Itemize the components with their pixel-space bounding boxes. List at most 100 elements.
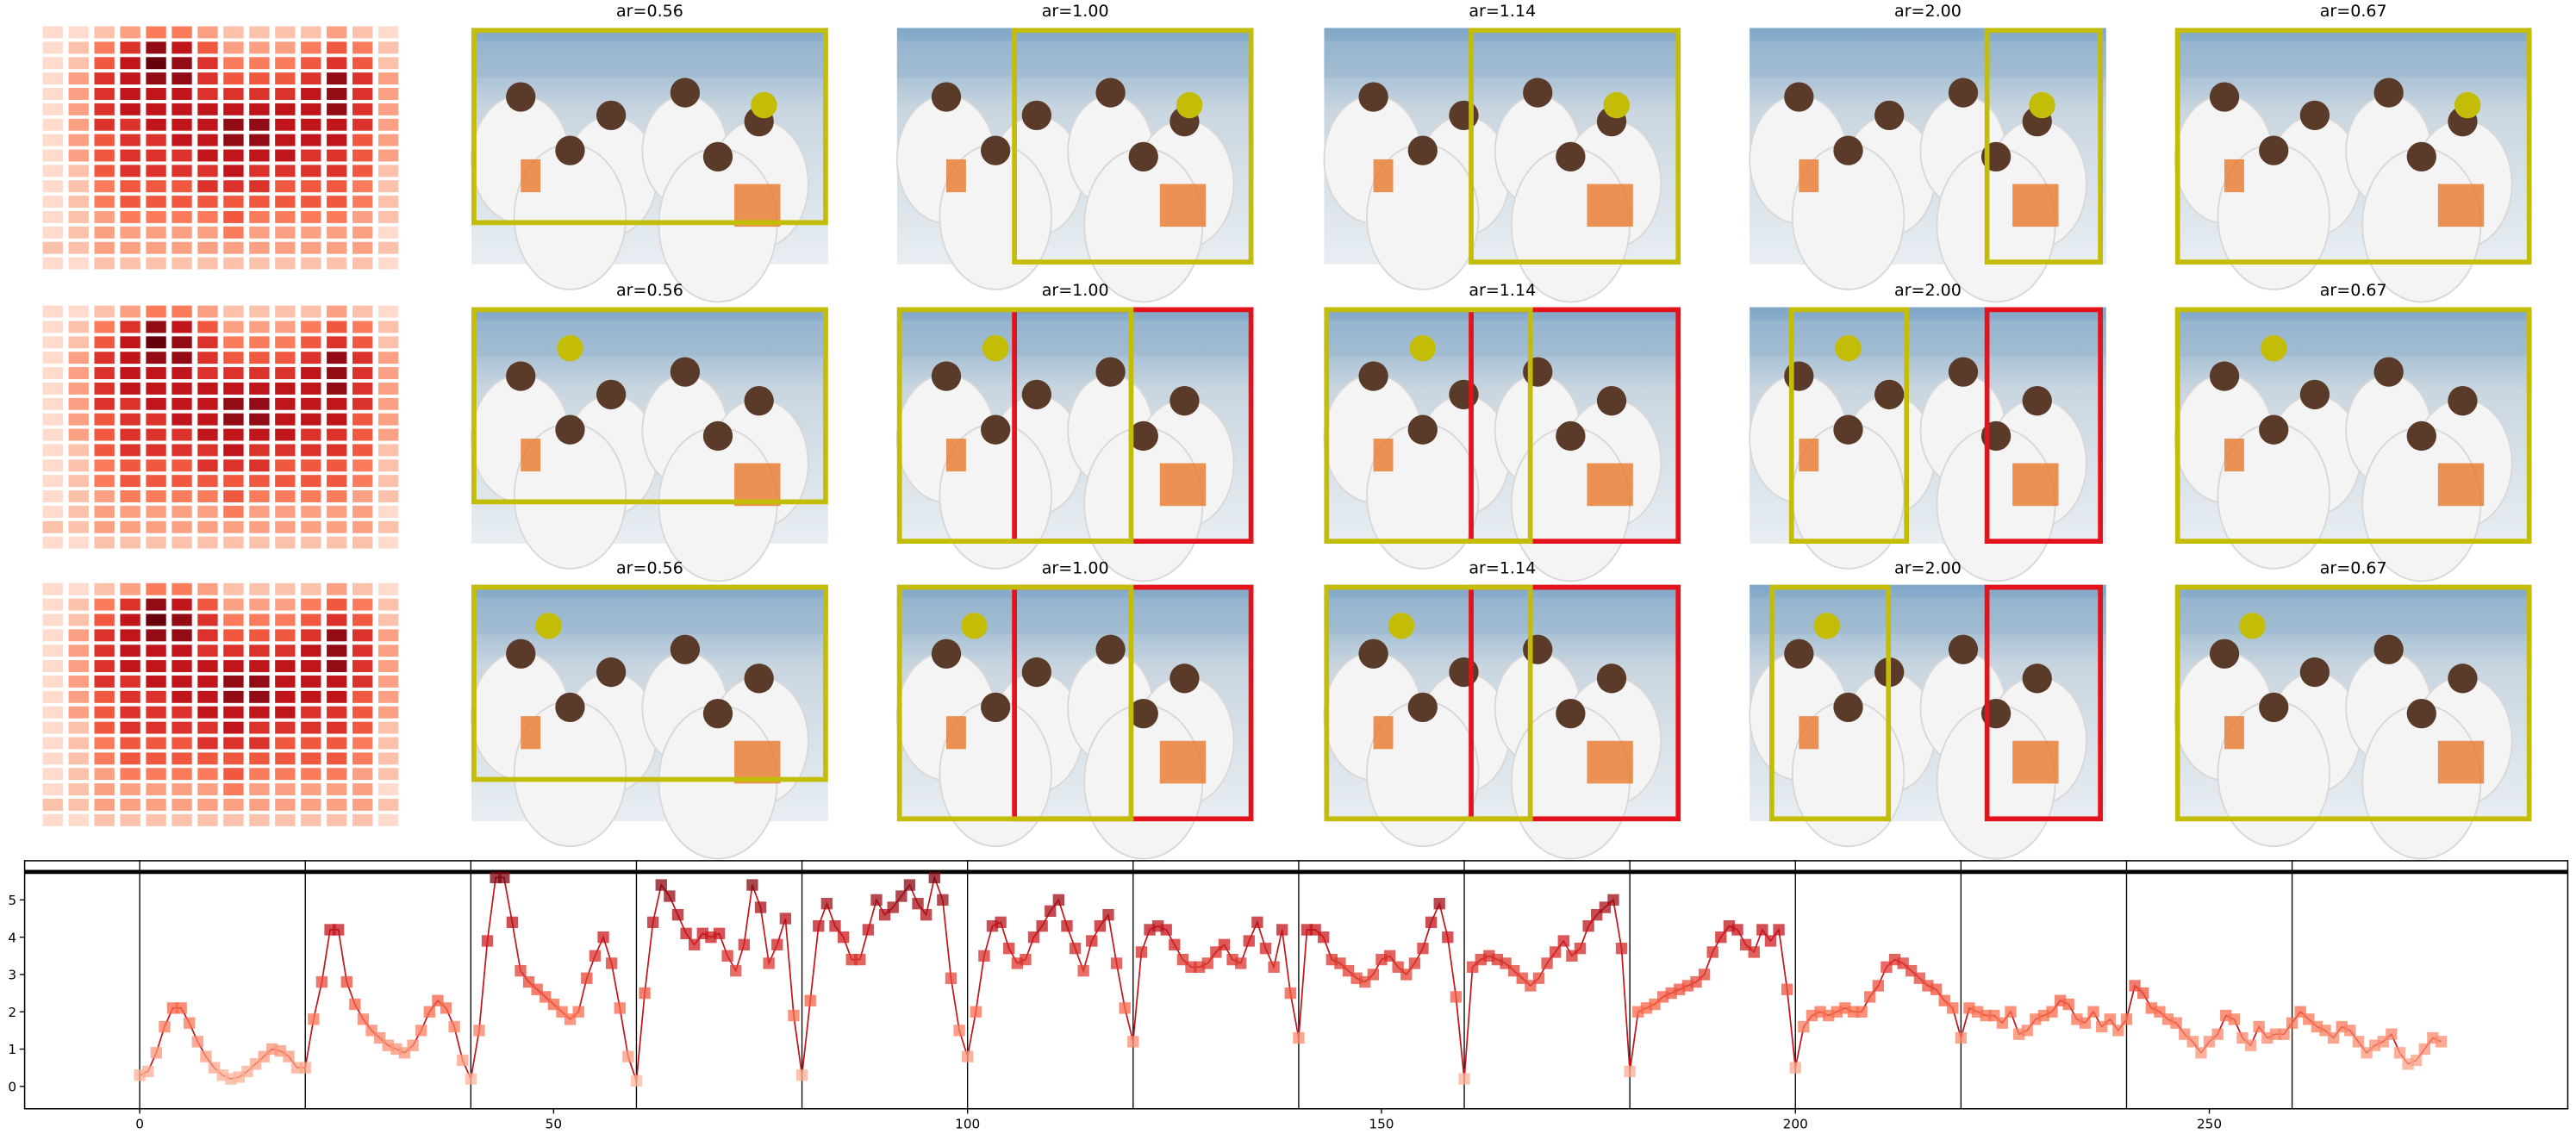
- heatmap-cell: [146, 118, 166, 131]
- player-head: [2209, 639, 2240, 669]
- photo: [1749, 584, 2106, 860]
- heatmap-cell: [352, 737, 373, 750]
- heatmap-cell: [377, 88, 399, 100]
- heatmap-cell: [68, 103, 89, 115]
- heatmap-cell: [327, 459, 347, 472]
- y-tick-label: 5: [8, 893, 16, 908]
- data-marker: [804, 994, 816, 1006]
- heatmap-cell: [327, 706, 347, 719]
- player-head: [2448, 663, 2478, 694]
- yellow-box: [1769, 584, 1892, 822]
- player-head: [931, 361, 962, 391]
- heatmap-cell: [146, 428, 166, 441]
- heatmap-cell: [352, 241, 373, 254]
- heatmap-cell: [327, 582, 347, 595]
- heatmap-cell: [42, 88, 63, 100]
- heatmap-cell: [172, 257, 192, 270]
- heatmap-cell: [327, 336, 347, 349]
- heatmap-cell: [146, 241, 166, 254]
- heatmap-cell: [223, 413, 244, 426]
- player-head: [1358, 82, 1388, 112]
- heatmap-cell: [352, 490, 373, 502]
- heatmap-cell: [172, 134, 192, 146]
- heatmap-cell: [377, 196, 399, 209]
- heatmap-cell: [42, 210, 63, 223]
- heatmap-cell: [172, 26, 192, 39]
- heatmap-cell: [249, 165, 270, 178]
- heatmap-cell: [197, 103, 218, 115]
- stands: [1750, 40, 2106, 78]
- heatmap-cell: [352, 614, 373, 626]
- heatmap-cell: [68, 134, 89, 146]
- heatmap-cell: [146, 149, 166, 162]
- heatmap-cell: [197, 118, 218, 131]
- heatmap-cell: [94, 768, 115, 781]
- heatmap-cell: [172, 88, 192, 100]
- heatmap-cell: [197, 783, 218, 796]
- heatmap-cell: [301, 752, 321, 765]
- heatmap-cell: [68, 413, 89, 426]
- heatmap-cell: [223, 798, 244, 811]
- heatmap-cell: [327, 721, 347, 734]
- data-marker: [1607, 894, 1619, 906]
- data-marker: [465, 1073, 477, 1085]
- heatmap-cell: [68, 88, 89, 100]
- heatmap-cell: [223, 72, 244, 85]
- heatmap-cell: [327, 490, 347, 502]
- data-marker: [506, 916, 519, 928]
- data-marker: [349, 998, 361, 1011]
- heatmap-cell: [197, 582, 218, 595]
- data-marker: [622, 1050, 634, 1062]
- heatmap-cell: [146, 72, 166, 85]
- anchor-dot: [1176, 91, 1203, 119]
- heatmap-cell: [327, 737, 347, 750]
- heatmap-cell: [301, 103, 321, 115]
- heatmap-cell: [327, 520, 347, 533]
- panel-title: ar=0.67: [2320, 558, 2387, 577]
- heatmap-cell: [327, 241, 347, 254]
- heatmap-cell: [120, 352, 140, 364]
- heatmap-cell: [197, 690, 218, 703]
- heatmap-cell: [327, 321, 347, 333]
- heatmap-cell: [172, 336, 192, 349]
- heatmap-cell: [327, 41, 347, 54]
- x-tick-label: 200: [1783, 1117, 1808, 1132]
- heatmap-cell: [301, 768, 321, 781]
- data-marker: [2120, 1013, 2133, 1025]
- jersey-number: [2012, 463, 2059, 507]
- heatmap-cell: [120, 210, 140, 223]
- anchor-dot: [1603, 91, 1630, 119]
- data-marker: [2021, 1025, 2033, 1037]
- data-marker: [1268, 961, 1280, 973]
- data-marker: [1052, 894, 1065, 906]
- heatmap-cell: [223, 41, 244, 54]
- data-marker: [1947, 1002, 1959, 1014]
- heatmap-cell: [223, 660, 244, 673]
- player-head: [1833, 135, 1863, 165]
- heatmap-cell: [120, 752, 140, 765]
- heatmap-cell: [68, 382, 89, 395]
- heatmap-cell: [275, 813, 296, 826]
- heatmap-cell: [94, 196, 115, 209]
- data-marker: [150, 1047, 162, 1059]
- player-head: [2209, 82, 2240, 112]
- heatmap-cell: [94, 645, 115, 657]
- heatmap-cell: [301, 305, 321, 318]
- heatmap-cell: [249, 706, 270, 719]
- heatmap-cell: [120, 305, 140, 318]
- heatmap-cell: [42, 103, 63, 115]
- heatmap-cell: [275, 226, 296, 239]
- player-head: [1874, 379, 1905, 410]
- data-marker: [308, 1013, 320, 1025]
- heatmap-cell: [42, 582, 63, 595]
- data-marker: [448, 1020, 460, 1033]
- heatmap-cell: [172, 367, 192, 380]
- heatmap-cell: [172, 675, 192, 688]
- data-marker: [340, 975, 352, 988]
- heatmap-cell: [249, 196, 270, 209]
- heatmap-cell: [327, 72, 347, 85]
- heatmap-cell: [172, 706, 192, 719]
- heatmap-cell: [352, 645, 373, 657]
- data-marker: [332, 924, 345, 936]
- heatmap-cell: [197, 210, 218, 223]
